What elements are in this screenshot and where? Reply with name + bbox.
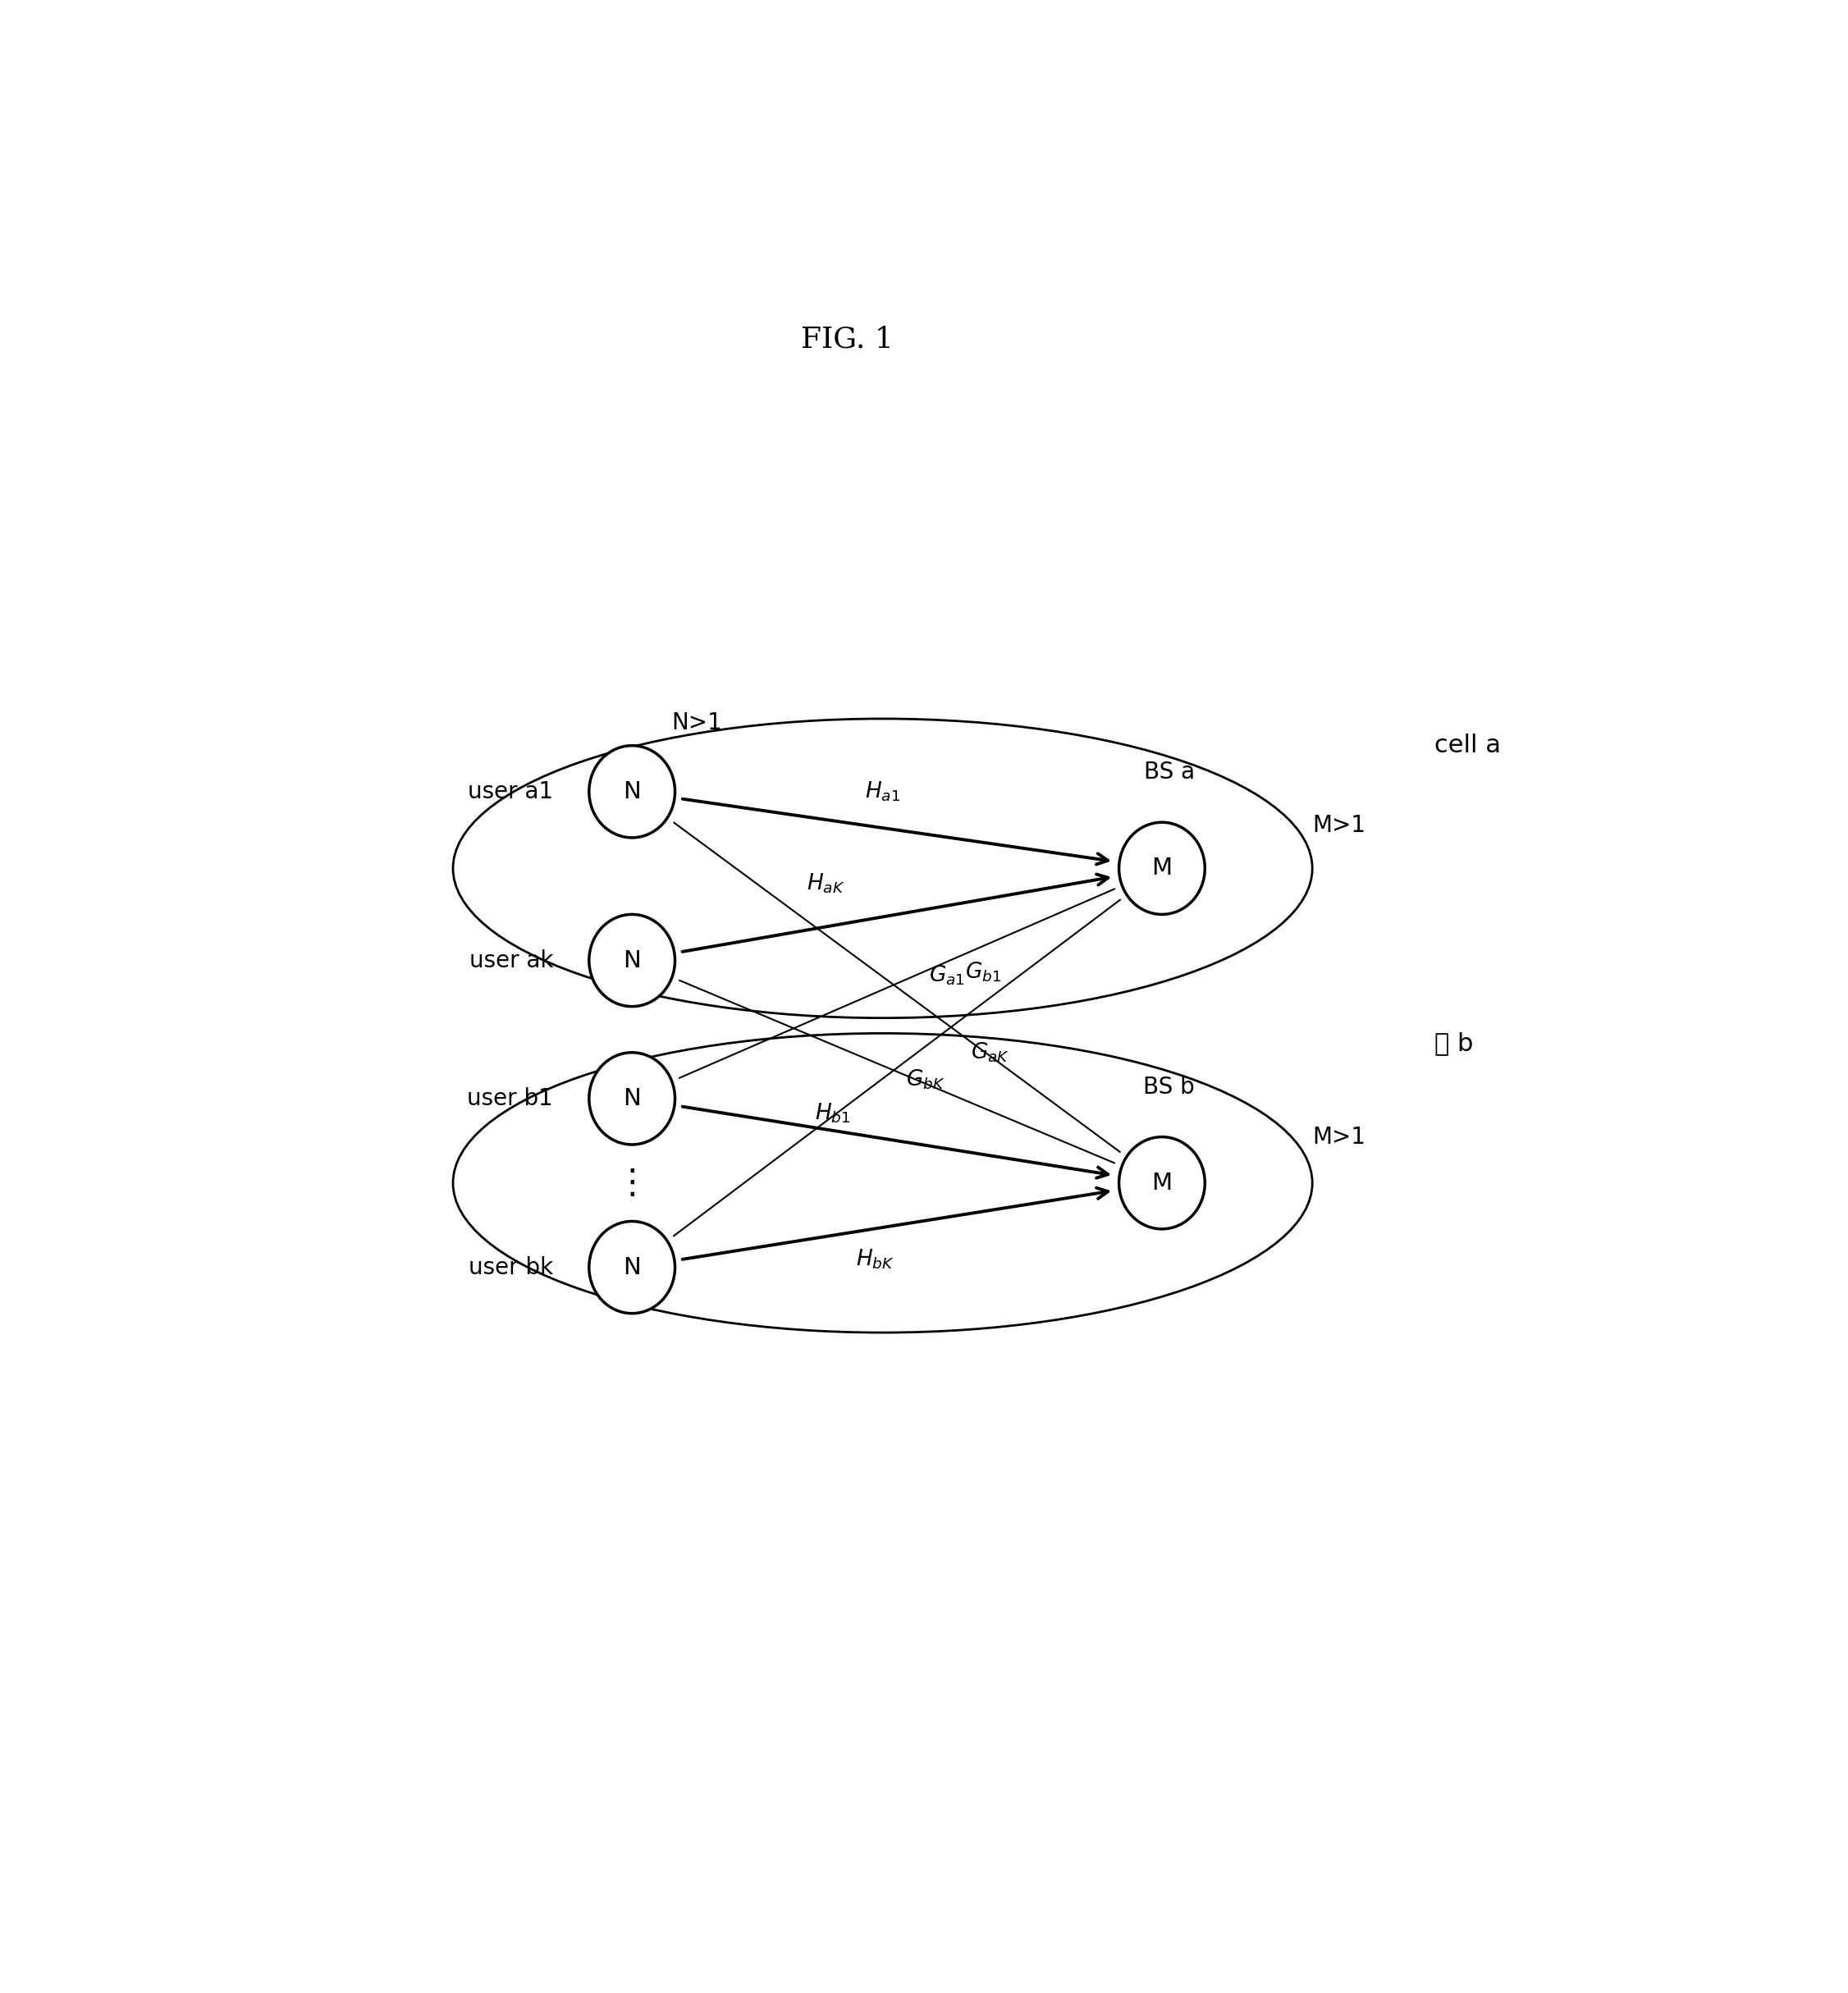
Circle shape [590,1222,675,1313]
Text: N: N [623,1086,641,1110]
Text: user bk: user bk [469,1256,553,1280]
Text: $G_{aK}$: $G_{aK}$ [970,1040,1009,1064]
Text: ⋮: ⋮ [615,929,649,963]
Text: $G_{bK}$: $G_{bK}$ [906,1068,944,1090]
FancyArrowPatch shape [682,1106,1109,1178]
Text: $H_{b1}$: $H_{b1}$ [815,1102,850,1124]
FancyArrowPatch shape [682,799,1109,865]
FancyArrowPatch shape [675,899,1120,1236]
Text: $G_{b1}$: $G_{b1}$ [965,961,1002,985]
Text: N: N [623,779,641,803]
Text: FIG. 1: FIG. 1 [800,325,893,353]
Text: user ak: user ak [469,949,553,973]
FancyArrowPatch shape [682,1188,1109,1260]
Text: user a1: user a1 [468,779,553,803]
Circle shape [590,745,675,837]
Text: BS a: BS a [1144,761,1194,783]
Circle shape [590,1052,675,1144]
Text: N: N [623,1256,641,1280]
Text: $H_{bK}$: $H_{bK}$ [856,1248,894,1272]
Text: $H_{a1}$: $H_{a1}$ [865,779,900,803]
Text: cell a: cell a [1434,733,1501,757]
Text: N>1: N>1 [671,712,723,733]
FancyArrowPatch shape [682,875,1109,953]
Text: M>1: M>1 [1312,1126,1366,1148]
Text: $G_{a1}$: $G_{a1}$ [930,965,965,987]
Text: N: N [623,949,641,973]
Text: M: M [1151,1172,1172,1194]
Text: M: M [1151,857,1172,879]
FancyArrowPatch shape [680,981,1114,1164]
Circle shape [1120,1136,1205,1230]
Text: user b1: user b1 [468,1086,553,1110]
FancyArrowPatch shape [675,823,1120,1152]
Text: $H_{aK}$: $H_{aK}$ [806,873,845,895]
Circle shape [590,915,675,1006]
Text: BS b: BS b [1144,1076,1196,1098]
Text: 셋 b: 셋 b [1434,1032,1473,1054]
FancyArrowPatch shape [680,889,1114,1078]
Text: ⋮: ⋮ [615,1166,649,1200]
Text: M>1: M>1 [1312,813,1366,837]
Circle shape [1120,823,1205,915]
